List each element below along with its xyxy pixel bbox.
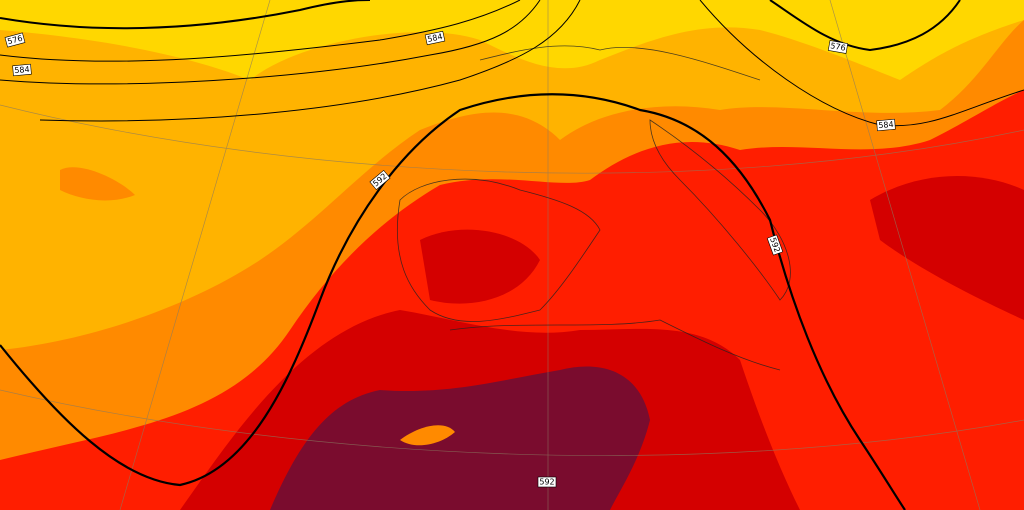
field-dark-red-iberia xyxy=(420,229,540,304)
contour-label: 576 xyxy=(6,34,23,47)
coastlines xyxy=(396,45,791,371)
field-dark-red-east xyxy=(870,176,1024,320)
contour-label: 592 xyxy=(539,478,554,487)
contour-labels: 576 584 584 576 584 592 592 592 xyxy=(4,30,896,488)
field-orange-patch xyxy=(60,167,135,201)
contour-label: 584 xyxy=(427,32,444,44)
field-orange-spot xyxy=(400,425,455,446)
field-yellow xyxy=(0,0,1024,80)
contour-label: 584 xyxy=(14,65,30,75)
contour-label: 576 xyxy=(830,41,847,53)
field-maroon xyxy=(270,366,650,510)
contour-label: 584 xyxy=(878,120,894,130)
field-red xyxy=(0,90,1024,510)
